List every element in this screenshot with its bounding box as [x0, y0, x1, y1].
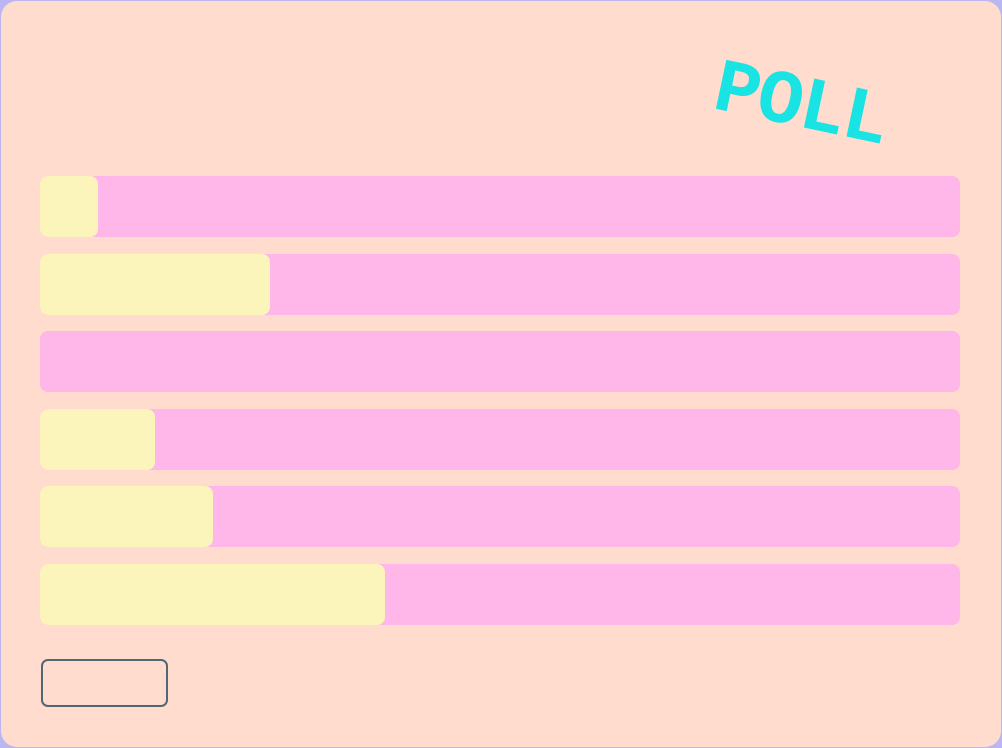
poll-option-bar[interactable] — [40, 253, 960, 315]
poll-option-bar[interactable] — [40, 408, 960, 470]
poll-options — [40, 176, 960, 642]
poll-option-fill — [40, 486, 213, 548]
poll-option-fill — [40, 408, 155, 470]
poll-option-fill — [40, 253, 270, 315]
poll-option-bar[interactable] — [40, 563, 960, 625]
poll-option-bar[interactable] — [40, 331, 960, 393]
poll-option-fill — [40, 176, 98, 237]
poll-option-bar[interactable] — [40, 486, 960, 548]
vote-button[interactable] — [41, 659, 168, 707]
poll-option-fill — [40, 563, 385, 625]
poll-title: POLL — [706, 46, 895, 167]
poll-option-bar[interactable] — [40, 176, 960, 237]
